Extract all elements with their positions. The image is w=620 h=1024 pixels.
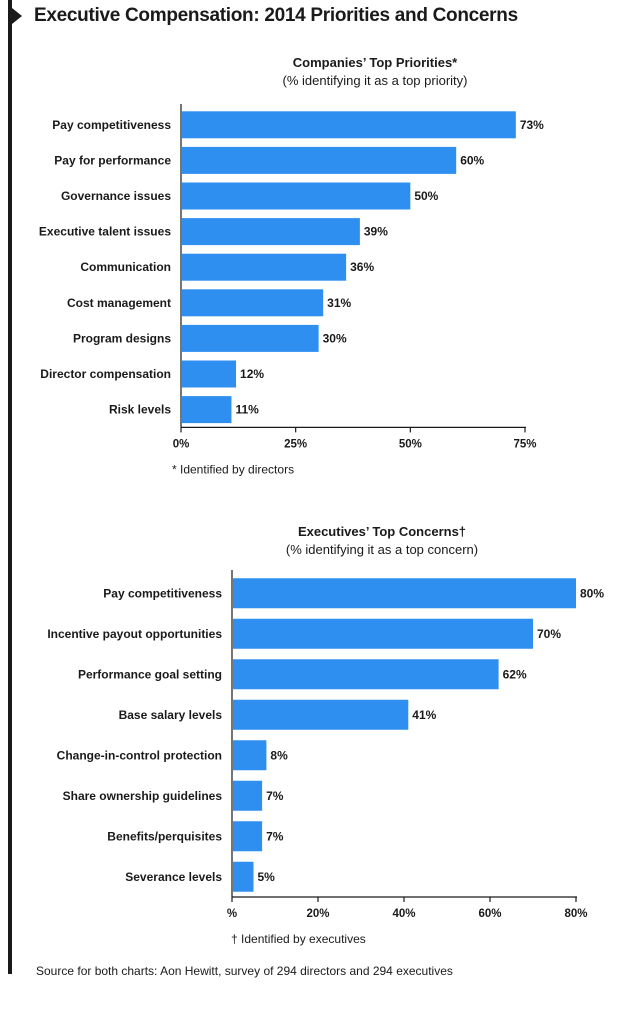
x-tick-label: 0% xyxy=(173,438,190,450)
chart-footnote: * Identified by directors xyxy=(172,462,294,476)
source-note: Source for both charts: Aon Hewitt, surv… xyxy=(36,964,453,978)
bar xyxy=(182,182,411,210)
data-label: 70% xyxy=(537,627,561,641)
priorities-chart: Companies’ Top Priorities* (% identifying… xyxy=(39,55,544,476)
category-label: Governance issues xyxy=(61,189,171,203)
bar xyxy=(233,578,576,609)
x-tick-label: 25% xyxy=(284,438,307,450)
bar xyxy=(233,821,263,852)
x-tick-label: 20% xyxy=(306,908,329,920)
data-label: 7% xyxy=(266,789,284,803)
bar xyxy=(182,289,324,317)
data-label: 11% xyxy=(235,403,259,417)
title-arrow-icon xyxy=(12,8,22,24)
bar xyxy=(182,146,457,174)
category-label: Pay competitiveness xyxy=(103,586,222,600)
category-label: Director compensation xyxy=(40,367,171,381)
bar xyxy=(233,659,499,690)
category-label: Pay for performance xyxy=(54,153,171,167)
data-label: 39% xyxy=(364,225,388,239)
bar xyxy=(182,253,347,281)
category-label: Program designs xyxy=(73,331,171,345)
chart-subtitle: (% identifying it as a top concern) xyxy=(286,542,478,557)
category-label: Risk levels xyxy=(109,403,171,417)
chart-subtitle: (% identifying it as a top priority) xyxy=(283,73,468,88)
x-tick-label: 60% xyxy=(478,908,501,920)
data-label: 5% xyxy=(258,870,276,884)
chart-title: Companies’ Top Priorities* xyxy=(293,55,458,70)
bar xyxy=(233,618,533,649)
category-label: Communication xyxy=(80,260,171,274)
bar xyxy=(233,780,263,811)
data-label: 50% xyxy=(414,189,438,203)
data-label: 31% xyxy=(327,296,351,310)
data-label: 7% xyxy=(266,829,284,843)
category-label: Base salary levels xyxy=(119,708,223,722)
bar xyxy=(182,396,232,424)
bar xyxy=(182,218,360,246)
data-label: 41% xyxy=(412,708,436,722)
bar xyxy=(233,740,267,771)
chart-title: Executives’ Top Concerns† xyxy=(298,524,466,539)
category-label: Cost management xyxy=(67,296,171,310)
category-label: Benefits/perquisites xyxy=(107,829,222,843)
title-marker-line xyxy=(8,0,12,974)
chart-footnote: † Identified by executives xyxy=(231,932,366,946)
bar xyxy=(233,699,409,730)
category-label: Incentive payout opportunities xyxy=(47,627,222,641)
data-label: 62% xyxy=(503,667,527,681)
category-label: Executive talent issues xyxy=(39,225,171,239)
data-label: 12% xyxy=(240,367,264,381)
data-label: 73% xyxy=(520,118,544,132)
category-label: Change-in-control protection xyxy=(57,748,222,762)
data-label: 60% xyxy=(460,153,484,167)
x-tick-label: 80% xyxy=(564,908,587,920)
bar xyxy=(182,111,516,139)
bar xyxy=(182,360,237,388)
data-label: 8% xyxy=(270,748,288,762)
category-label: Performance goal setting xyxy=(78,667,222,681)
bar xyxy=(182,324,319,352)
concerns-chart: Executives’ Top Concerns† (% identifying … xyxy=(47,524,604,946)
data-label: 30% xyxy=(323,331,347,345)
x-tick-label: 75% xyxy=(513,438,536,450)
category-label: Severance levels xyxy=(125,870,222,884)
category-label: Share ownership guidelines xyxy=(63,789,223,803)
data-label: 36% xyxy=(350,260,374,274)
page-title: Executive Compensation: 2014 Priorities … xyxy=(34,5,518,26)
bar xyxy=(233,861,254,892)
category-label: Pay competitiveness xyxy=(52,118,171,132)
x-tick-label: 40% xyxy=(392,908,415,920)
x-tick-label: 50% xyxy=(399,438,422,450)
data-label: 80% xyxy=(580,586,604,600)
x-tick-label: % xyxy=(227,908,237,920)
